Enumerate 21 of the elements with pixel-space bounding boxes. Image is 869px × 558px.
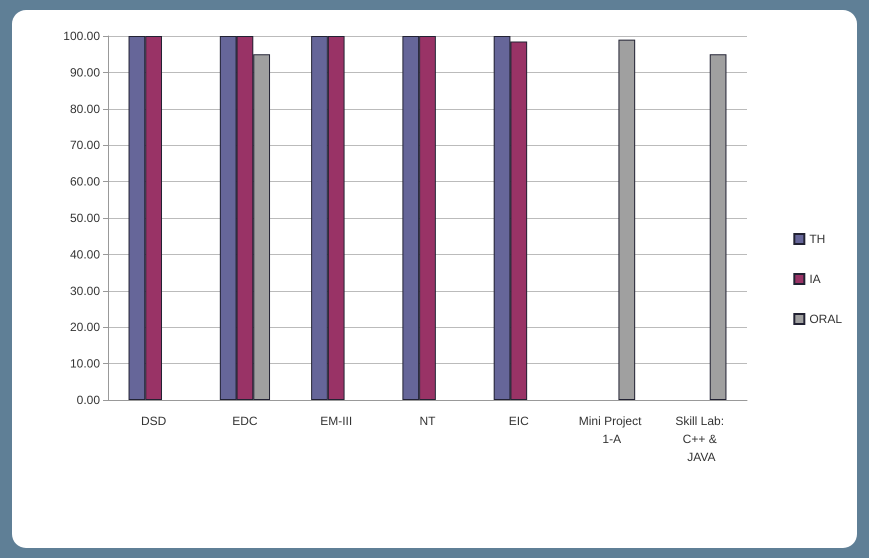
x-tick-label: NT [420, 414, 436, 428]
x-tick-label: DSD [140, 414, 167, 428]
x-tick-label: EDC [232, 414, 258, 428]
legend-label: ORAL [809, 312, 842, 326]
x-tick-label: Mini Project 1-A [578, 414, 642, 446]
y-tick-label: 90.00 [70, 65, 100, 80]
x-tick-label: EIC [508, 414, 530, 428]
y-tick-label: 80.00 [70, 102, 100, 116]
x-tick-label: Skill Lab: C++ & JAVA [675, 414, 728, 464]
y-tick-label: 40.00 [70, 247, 100, 262]
y-tick-label: 30.00 [70, 284, 100, 298]
y-tick-label: 20.00 [70, 320, 100, 334]
legend-label: TH [809, 232, 826, 246]
y-tick-label: 60.00 [70, 174, 100, 189]
y-tick-label: 70.00 [70, 138, 100, 152]
y-tick-label: 50.00 [70, 211, 100, 225]
y-tick-label: 0.00 [76, 393, 100, 407]
x-tick-label: EM-III [320, 414, 352, 428]
legend-label: IA [809, 272, 821, 286]
y-tick-label: 100.00 [63, 29, 100, 43]
y-tick-label: 10.00 [70, 356, 100, 371]
